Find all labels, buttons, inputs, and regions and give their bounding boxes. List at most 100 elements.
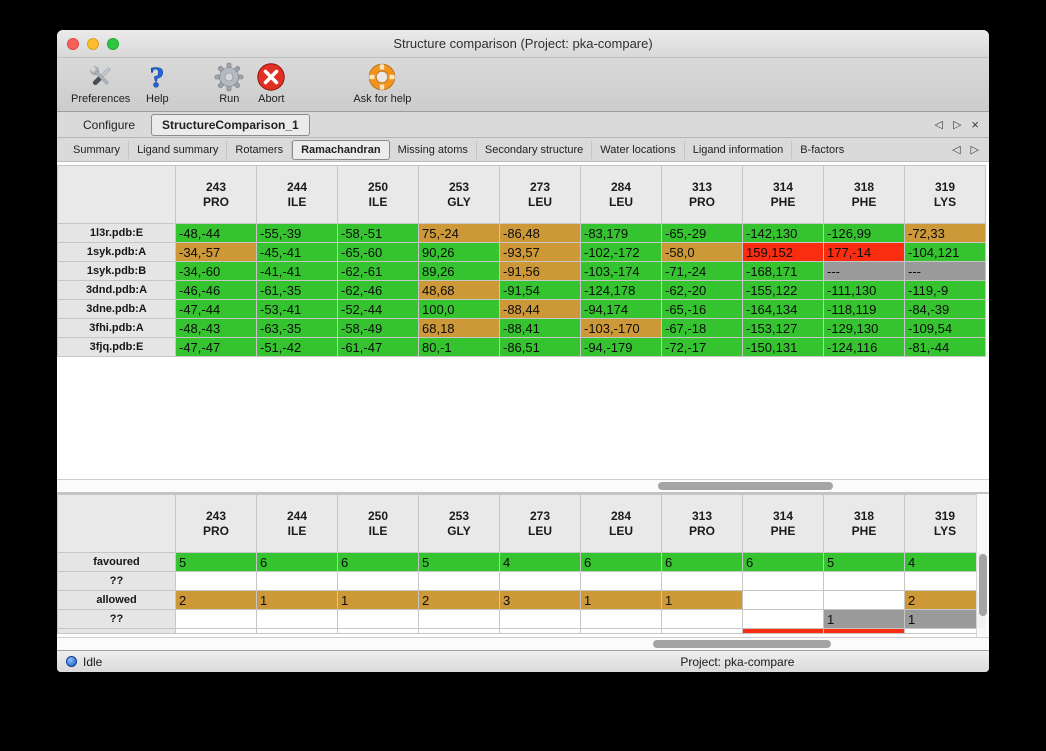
value-cell[interactable] (904, 571, 986, 591)
value-cell[interactable]: -34,-60 (175, 261, 257, 281)
tab-structurecomparison-1[interactable]: StructureComparison_1 (151, 113, 310, 136)
horizontal-scrollbar[interactable] (57, 637, 989, 650)
value-cell[interactable]: 5 (823, 552, 905, 572)
value-cell[interactable]: -47,-44 (175, 299, 257, 319)
value-cell[interactable] (742, 628, 824, 634)
value-cell[interactable]: 2 (175, 590, 257, 610)
value-cell[interactable]: -58,-51 (337, 223, 419, 243)
value-cell[interactable]: -94,174 (580, 299, 662, 319)
value-cell[interactable] (661, 628, 743, 634)
value-cell[interactable]: 177,-14 (823, 242, 905, 262)
value-cell[interactable]: -94,-179 (580, 337, 662, 357)
subtab-b-factors[interactable]: B-factors (800, 143, 845, 156)
value-cell[interactable] (742, 590, 824, 610)
value-cell[interactable]: -65,-60 (337, 242, 419, 262)
value-cell[interactable]: 6 (661, 552, 743, 572)
value-cell[interactable]: --- (904, 261, 986, 281)
value-cell[interactable]: -58,0 (661, 242, 743, 262)
value-cell[interactable]: -118,119 (823, 299, 905, 319)
value-cell[interactable] (337, 628, 419, 634)
value-cell[interactable]: -63,-35 (256, 318, 338, 338)
title-bar[interactable]: Structure comparison (Project: pka-compa… (57, 30, 989, 58)
value-cell[interactable]: -65,-29 (661, 223, 743, 243)
minimize-button[interactable] (87, 38, 99, 50)
value-cell[interactable]: -111,130 (823, 280, 905, 300)
value-cell[interactable]: -124,178 (580, 280, 662, 300)
value-cell[interactable]: -47,-47 (175, 337, 257, 357)
value-cell[interactable]: -142,130 (742, 223, 824, 243)
value-cell[interactable]: -129,130 (823, 318, 905, 338)
value-cell[interactable]: -62,-20 (661, 280, 743, 300)
value-cell[interactable]: 6 (337, 552, 419, 572)
value-cell[interactable]: -46,-46 (175, 280, 257, 300)
tab-close-icon[interactable]: × (971, 117, 979, 132)
value-cell[interactable]: 1 (661, 590, 743, 610)
value-cell[interactable]: -61,-47 (337, 337, 419, 357)
value-cell[interactable]: -102,-172 (580, 242, 662, 262)
value-cell[interactable]: 1 (337, 590, 419, 610)
value-cell[interactable]: -51,-42 (256, 337, 338, 357)
value-cell[interactable]: -48,-44 (175, 223, 257, 243)
value-cell[interactable]: 1 (580, 590, 662, 610)
value-cell[interactable]: -109,54 (904, 318, 986, 338)
value-cell[interactable]: 4 (904, 552, 986, 572)
value-cell[interactable]: -88,41 (499, 318, 581, 338)
value-cell[interactable] (418, 628, 500, 634)
value-cell[interactable]: -124,116 (823, 337, 905, 357)
value-cell[interactable] (256, 571, 338, 591)
value-cell[interactable]: -93,57 (499, 242, 581, 262)
value-cell[interactable]: -153,127 (742, 318, 824, 338)
value-cell[interactable]: -86,51 (499, 337, 581, 357)
subtab-secondary-structure[interactable]: Secondary structure (477, 140, 593, 159)
value-cell[interactable] (256, 609, 338, 629)
value-cell[interactable] (175, 571, 257, 591)
value-cell[interactable]: --- (823, 261, 905, 281)
value-cell[interactable] (499, 609, 581, 629)
value-cell[interactable] (499, 571, 581, 591)
value-cell[interactable]: 6 (580, 552, 662, 572)
value-cell[interactable]: -155,122 (742, 280, 824, 300)
value-cell[interactable]: 80,-1 (418, 337, 500, 357)
value-cell[interactable]: 2 (418, 590, 500, 610)
value-cell[interactable]: -168,171 (742, 261, 824, 281)
value-cell[interactable]: -58,-49 (337, 318, 419, 338)
value-cell[interactable] (418, 609, 500, 629)
subtab-scroll-left-icon[interactable]: ◁ (952, 144, 961, 156)
subtab-scroll-right-icon[interactable]: ▷ (970, 144, 979, 156)
value-cell[interactable]: -62,-46 (337, 280, 419, 300)
value-cell[interactable]: -72,33 (904, 223, 986, 243)
value-cell[interactable] (580, 628, 662, 634)
subtab-rotamers[interactable]: Rotamers (227, 140, 293, 159)
value-cell[interactable]: -86,48 (499, 223, 581, 243)
value-cell[interactable]: 75,-24 (418, 223, 500, 243)
value-cell[interactable] (418, 571, 500, 591)
value-cell[interactable]: 90,26 (418, 242, 500, 262)
abort-button[interactable]: Abort (250, 61, 292, 106)
value-cell[interactable]: -52,-44 (337, 299, 419, 319)
subtab-missing-atoms[interactable]: Missing atoms (390, 140, 477, 159)
value-cell[interactable]: -72,-17 (661, 337, 743, 357)
value-cell[interactable]: -119,-9 (904, 280, 986, 300)
subtab-ligand-information[interactable]: Ligand information (685, 140, 793, 159)
tab-scroll-left-icon[interactable]: ◁ (934, 119, 943, 131)
value-cell[interactable]: 2 (904, 590, 986, 610)
value-cell[interactable]: -53,-41 (256, 299, 338, 319)
value-cell[interactable] (661, 609, 743, 629)
scrollbar-thumb[interactable] (653, 640, 831, 648)
value-cell[interactable]: 6 (256, 552, 338, 572)
tab-scroll-right-icon[interactable]: ▷ (952, 119, 962, 131)
value-cell[interactable]: -45,-41 (256, 242, 338, 262)
run-button[interactable]: Run (208, 61, 250, 106)
value-cell[interactable]: -104,121 (904, 242, 986, 262)
value-cell[interactable] (337, 571, 419, 591)
value-cell[interactable]: 68,18 (418, 318, 500, 338)
ask-for-help-button[interactable]: Ask for help (347, 61, 417, 106)
value-cell[interactable] (661, 571, 743, 591)
value-cell[interactable]: -126,99 (823, 223, 905, 243)
value-cell[interactable]: -164,134 (742, 299, 824, 319)
value-cell[interactable]: -61,-35 (256, 280, 338, 300)
zoom-button[interactable] (107, 38, 119, 50)
value-cell[interactable]: 48,68 (418, 280, 500, 300)
value-cell[interactable] (823, 628, 905, 634)
value-cell[interactable]: -65,-16 (661, 299, 743, 319)
